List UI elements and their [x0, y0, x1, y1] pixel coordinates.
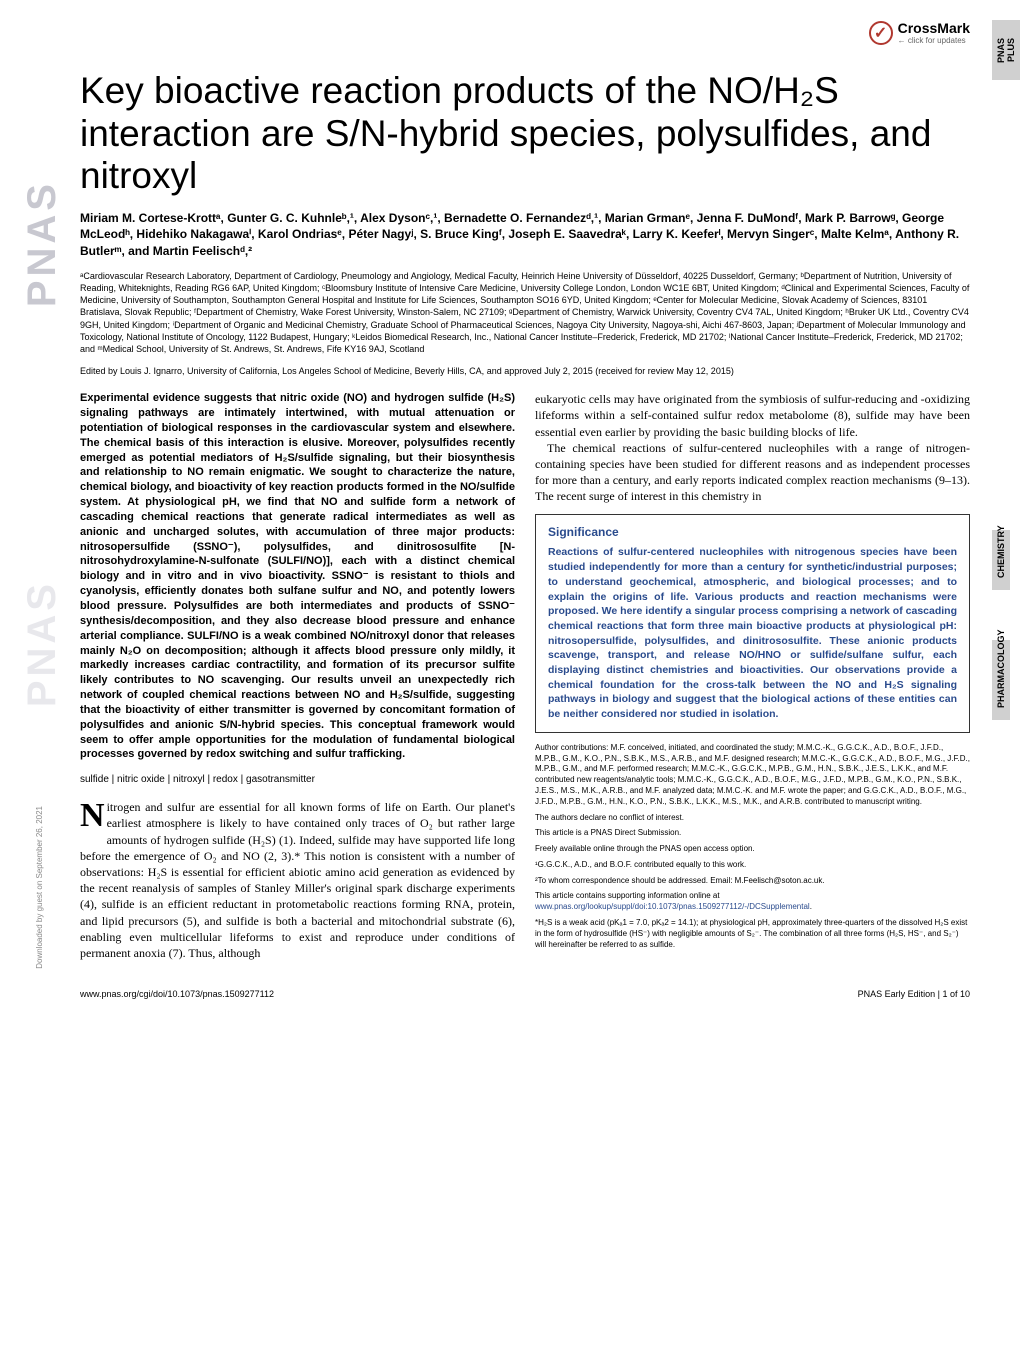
- body-text-right-p1: eukaryotic cells may have originated fro…: [535, 391, 970, 440]
- correspondence: ²To whom correspondence should be addres…: [535, 876, 970, 887]
- significance-title: Significance: [548, 525, 957, 539]
- significance-text: Reactions of sulfur-centered nucleophile…: [548, 545, 957, 721]
- crossmark-icon: ✓: [869, 21, 893, 45]
- footer-page-number: PNAS Early Edition | 1 of 10: [858, 989, 970, 999]
- credits-block: Author contributions: M.F. conceived, in…: [535, 743, 970, 951]
- author-list: Miriam M. Cortese-Krottᵃ, Gunter G. C. K…: [80, 210, 970, 260]
- footnote-h2s: *H₂S is a weak acid (pKₐ1 = 7.0, pKₐ2 = …: [535, 918, 970, 950]
- author-contributions: Author contributions: M.F. conceived, in…: [535, 743, 970, 808]
- body-text-right-p2: The chemical reactions of sulfur-centere…: [535, 440, 970, 505]
- article-title: Key bioactive reaction products of the N…: [80, 70, 970, 198]
- significance-box: Significance Reactions of sulfur-centere…: [535, 514, 970, 732]
- dropcap: N: [80, 799, 107, 832]
- affiliations: ᵃCardiovascular Research Laboratory, Dep…: [80, 270, 970, 355]
- crossmark-badge[interactable]: ✓ CrossMark ← click for updates: [869, 20, 970, 45]
- equal-contribution: ¹G.G.C.K., A.D., and B.O.F. contributed …: [535, 860, 970, 871]
- submission-type: This article is a PNAS Direct Submission…: [535, 828, 970, 839]
- keywords: sulfide | nitric oxide | nitroxyl | redo…: [80, 774, 515, 785]
- crossmark-text: CrossMark: [898, 20, 970, 36]
- footer-doi: www.pnas.org/cgi/doi/10.1073/pnas.150927…: [80, 989, 274, 999]
- body-left-content: itrogen and sulfur are essential for all…: [80, 800, 515, 960]
- edited-by: Edited by Louis J. Ignarro, University o…: [80, 365, 970, 377]
- body-text-left: Nitrogen and sulfur are essential for al…: [80, 799, 515, 961]
- page-footer: www.pnas.org/cgi/doi/10.1073/pnas.150927…: [80, 981, 970, 999]
- supporting-info: This article contains supporting informa…: [535, 891, 970, 913]
- supplemental-link[interactable]: www.pnas.org/lookup/suppl/doi:10.1073/pn…: [535, 902, 810, 911]
- abstract: Experimental evidence suggests that nitr…: [80, 391, 515, 762]
- conflict-statement: The authors declare no conflict of inter…: [535, 813, 970, 824]
- crossmark-subtext: ← click for updates: [898, 36, 970, 45]
- open-access: Freely available online through the PNAS…: [535, 844, 970, 855]
